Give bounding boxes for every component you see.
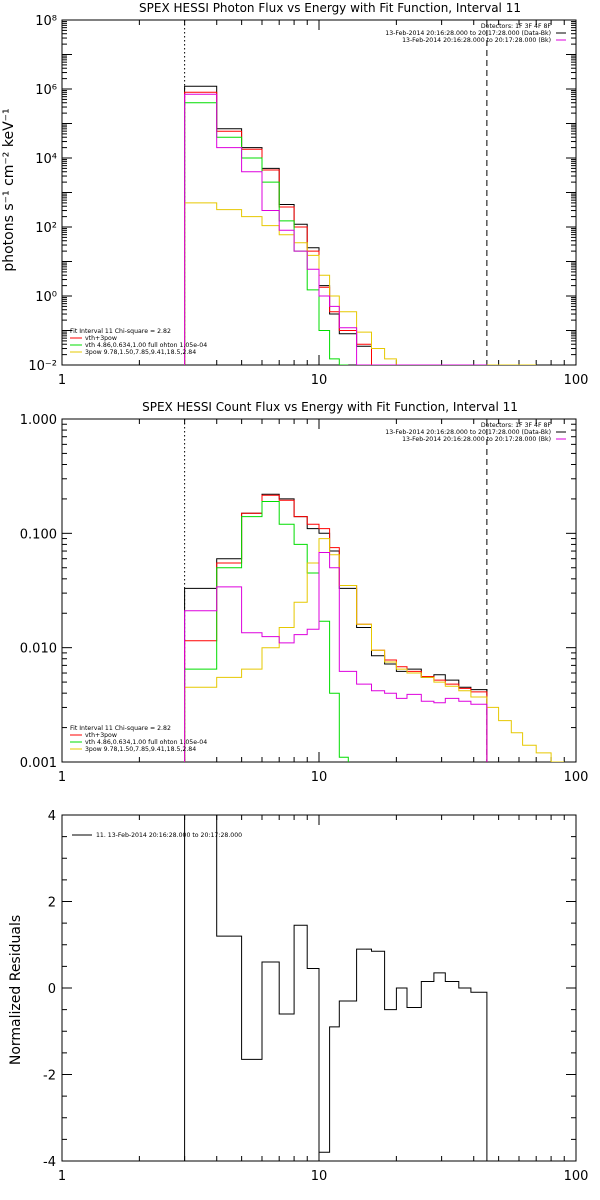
y-tick-label: 0.001 (20, 756, 57, 771)
plot-area: 1 10 100 10⁻² 10⁰ 10² 10⁴ 10⁶ 10⁸ Detectors: 1F 3… (28, 14, 588, 388)
y-tick-label: 4 (48, 809, 56, 824)
series-group (184, 85, 537, 365)
legend-left-entry: Fit Interval 11 Chi-square = 2.82 (70, 328, 171, 335)
series-line-residuals (184, 815, 488, 1161)
y-tick-label: 10⁴ (35, 152, 57, 167)
plot-area: 1 10 100 -4 -2 0 2 4 11. 13-Feb-2014 20:16:28.00… (43, 809, 588, 1184)
x-tick-label: 1 (58, 1169, 66, 1184)
legend-right-entry: 13-Feb-2014 20:16:28.000 to 20:17:28.000… (402, 37, 551, 44)
legend-right-entry: 13-Feb-2014 20:16:28.000 to 20:17:28.000… (402, 436, 551, 443)
legend-left-entry: Fit Interval 11 Chi-square = 2.82 (70, 725, 171, 732)
x-tick-label: 100 (564, 770, 589, 785)
series-line-data-bk (184, 85, 487, 365)
legend-right-entry: Detectors: 1F 3F 4F 8F (481, 23, 552, 30)
y-tick-label: 0 (48, 982, 56, 997)
chart-title: SPEX HESSI Count Flux vs Energy with Fit… (142, 400, 518, 414)
series-line-bk (184, 552, 488, 762)
y-axis-label: Normalized Residuals (8, 915, 24, 1065)
y-tick-label: 10⁻² (28, 359, 57, 374)
y-tick-label: 10⁰ (35, 290, 57, 305)
series-line-vth (184, 102, 349, 365)
chart-title: SPEX HESSI Photon Flux vs Energy with Fi… (139, 1, 521, 15)
legend-left-entry: vth+3pow (85, 335, 117, 342)
series-line-vth-3pow (184, 91, 487, 365)
y-tick-label: -4 (43, 1155, 56, 1170)
y-tick-label: 0.010 (20, 642, 57, 657)
legend-right-entry: Detectors: 1F 3F 4F 8F (481, 422, 552, 429)
count-flux-panel: SPEX HESSI Count Flux vs Energy with Fit… (20, 400, 589, 785)
x-tick-label: 10 (311, 770, 328, 785)
x-tick-label: 10 (311, 373, 328, 388)
series-line-3pow (184, 202, 537, 365)
y-tick-label: 2 (48, 896, 56, 911)
x-tick-label: 1 (58, 770, 66, 785)
series-group (184, 493, 565, 762)
series-line-vth (184, 501, 349, 762)
y-tick-label: 10² (35, 221, 57, 236)
series-line-vth-3pow (184, 494, 488, 762)
legend-right-entry: 13-Feb-2014 20:16:28.000 to 20:17:28.000… (385, 429, 551, 436)
y-tick-label: 0.100 (20, 527, 57, 542)
photon-flux-panel: SPEX HESSI Photon Flux vs Energy with Fi… (1, 1, 588, 388)
legend-left-entry: vth 4.86,0.634,1.00 full ohton 1.05e-04 (85, 739, 207, 746)
legend-right-entry: 13-Feb-2014 20:16:28.000 to 20:17:28.000… (385, 30, 551, 37)
y-axis-label: photons s⁻¹ cm⁻² keV⁻¹ (1, 108, 17, 271)
x-tick-label: 100 (564, 1169, 589, 1184)
y-tick-label: -2 (43, 1069, 56, 1084)
x-tick-label: 100 (564, 373, 589, 388)
legend-left-entry: vth 4.86,0.634,1.00 full ohton 1.05e-04 (85, 342, 207, 349)
legend-left-entry: 3pow 9.78,1.50,7.85,9.41,18.5,2.84 (85, 349, 196, 356)
legend-left-entry: 3pow 9.78,1.50,7.85,9.41,18.5,2.84 (85, 746, 196, 753)
series-line-bk (184, 93, 487, 365)
plot-area: 1 10 100 0.001 0.010 0.100 1.000 Detectors: 1F … (20, 413, 589, 785)
legend-left-entry: 11. 13-Feb-2014 20:16:28.000 to 20:17:28… (96, 832, 242, 839)
series-line-3pow (184, 538, 565, 762)
legend-left-entry: vth+3pow (85, 732, 117, 739)
y-tick-label: 10⁸ (35, 14, 57, 29)
residuals-panel: Normalized Residuals 1 10 100 -4 -2 0 2 4 11. 13… (8, 809, 588, 1184)
x-tick-label: 10 (311, 1169, 328, 1184)
x-tick-label: 1 (58, 373, 66, 388)
series-line-data-bk (184, 493, 488, 762)
y-tick-label: 10⁶ (35, 83, 57, 98)
y-tick-label: 1.000 (20, 413, 57, 428)
series-group (184, 815, 488, 1161)
